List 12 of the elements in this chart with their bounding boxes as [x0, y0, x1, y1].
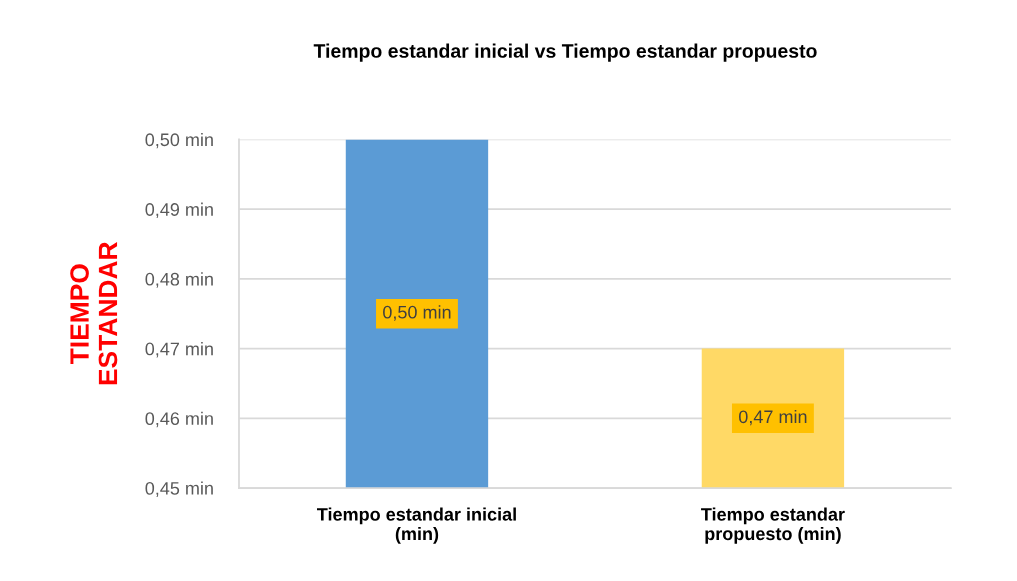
y-tick-label: 0,47 min [145, 342, 213, 358]
y-tick-label: 0,45 min [145, 481, 213, 497]
y-axis-title: TIEMPO ESTANDAR [70, 241, 118, 385]
x-tick-label: Tiempo estandar inicial (min) [317, 507, 516, 544]
y-tick-label: 0,50 min [145, 132, 213, 149]
y-tick-label: 0,49 min [145, 202, 213, 219]
data-label: 0,47 min [739, 409, 807, 426]
chart-title: Tiempo estandar inicial vs Tiempo estandar propuesto [313, 43, 817, 62]
data-label: 0,50 min [383, 305, 451, 321]
y-tick-label: 0,48 min [145, 272, 213, 288]
y-tick-label: 0,46 min [145, 411, 213, 428]
x-tick-label: Tiempo estandar propuesto (min) [701, 507, 845, 544]
